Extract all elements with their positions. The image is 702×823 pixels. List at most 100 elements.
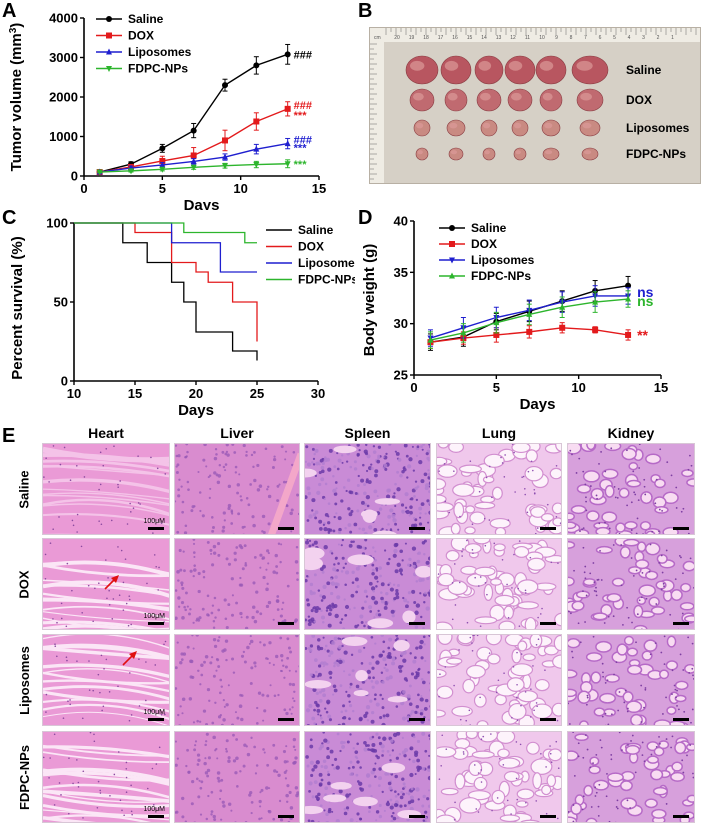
spleen-cell	[305, 540, 310, 545]
liver-nucleus	[180, 601, 185, 605]
ruler-number: 15	[467, 35, 473, 41]
liver-nucleus	[262, 643, 266, 647]
kidney-tubule	[578, 720, 589, 725]
spleen-cell	[334, 575, 338, 579]
spleen-cell	[401, 559, 404, 562]
ruler-left	[370, 28, 384, 183]
spleen-space	[305, 805, 324, 815]
spleen-cell	[351, 581, 355, 584]
kidney-tubule	[645, 453, 662, 465]
liver-nucleus	[208, 496, 211, 499]
kidney-nucleus	[598, 462, 600, 465]
kidney-nucleus	[661, 571, 664, 574]
liver-nucleus	[220, 685, 223, 688]
liver-nucleus	[200, 780, 204, 784]
liver-nucleus	[178, 605, 181, 608]
liver-nucleus	[223, 648, 227, 652]
spleen-cell	[356, 444, 360, 447]
liver-nucleus	[185, 455, 188, 458]
spleen-cell	[402, 782, 406, 786]
kidney-nucleus	[644, 493, 647, 496]
lung-nucleus	[555, 515, 558, 518]
spleen-cell	[347, 766, 351, 770]
spleen-cell	[327, 531, 331, 534]
spleen-cell	[378, 814, 383, 819]
spleen-cell	[358, 449, 361, 452]
spleen-cell	[354, 577, 359, 582]
heart-nucleus	[69, 699, 71, 701]
spleen-cell	[326, 755, 331, 760]
liver-nucleus	[236, 483, 240, 487]
spleen-cell	[334, 557, 338, 560]
kidney-tubule	[585, 652, 603, 662]
lung-alveolus	[546, 774, 557, 788]
lung-alveolus	[534, 678, 550, 692]
heart-fiber	[43, 498, 169, 516]
liver-nucleus	[263, 751, 266, 754]
liver-nucleus	[254, 772, 258, 775]
spleen-cell	[356, 624, 360, 627]
liver-nucleus	[269, 684, 272, 687]
spleen-cell	[314, 448, 319, 453]
spleen-cell	[372, 445, 376, 448]
kidney-tubule	[574, 733, 589, 742]
spleen-cell	[368, 661, 372, 666]
tumor-highlight	[416, 122, 424, 129]
heart-nucleus	[122, 609, 125, 611]
liver-nucleus	[199, 813, 203, 816]
liver-nucleus	[219, 678, 223, 682]
spleen-cell	[394, 504, 397, 508]
lung-alveolus	[540, 513, 555, 522]
lung-alveolus	[516, 788, 535, 800]
liver-nucleus	[199, 786, 203, 790]
kidney-tubule	[658, 740, 670, 750]
spleen-cell	[427, 533, 430, 534]
lung-nucleus	[462, 753, 465, 755]
spleen-cell	[309, 744, 314, 749]
kidney-nucleus	[598, 522, 601, 525]
heart-fiber	[43, 668, 169, 683]
spleen-cell	[371, 595, 376, 601]
a-data-point	[159, 166, 166, 173]
spleen-cell	[385, 713, 390, 718]
spleen-cell	[315, 606, 320, 611]
lung-nucleus	[538, 821, 540, 822]
kidney-nucleus	[626, 606, 629, 609]
spleen-cell	[428, 490, 430, 494]
kidney-nucleus	[655, 478, 658, 481]
spleen-cell	[334, 481, 338, 484]
spleen-cell	[315, 461, 320, 466]
histology-image-liver-0	[174, 443, 300, 535]
liver-nucleus	[175, 444, 178, 447]
tumor	[539, 88, 563, 112]
spleen-cell	[336, 452, 339, 455]
spleen-cell	[318, 698, 323, 703]
liver-nucleus	[277, 693, 280, 697]
spleen-cell	[383, 606, 388, 610]
heart-nucleus	[117, 483, 119, 486]
liver-nucleus	[178, 548, 182, 553]
liver-nucleus	[230, 522, 234, 525]
lung-alveolus	[489, 517, 511, 529]
heart-nucleus	[67, 812, 70, 815]
liver-nucleus	[207, 614, 210, 617]
spleen-cell	[391, 661, 396, 666]
kidney-nucleus	[582, 470, 585, 473]
spleen-cell	[320, 615, 326, 620]
liver-nucleus	[180, 658, 184, 661]
liver-nucleus	[242, 444, 246, 448]
liver-nucleus	[280, 533, 282, 534]
kidney-nucleus	[689, 557, 692, 560]
tumor	[448, 147, 464, 161]
spleen-cell	[317, 713, 320, 716]
heart-nucleus	[156, 467, 159, 470]
liver-nucleus	[253, 478, 257, 483]
spleen-cell	[416, 559, 421, 564]
lung-alveolus	[468, 760, 483, 777]
spleen-cell	[307, 622, 312, 627]
kidney-nucleus	[568, 723, 571, 725]
spleen-cell	[320, 609, 323, 613]
liver-nucleus	[183, 569, 186, 573]
kidney-nucleus	[629, 807, 632, 809]
tumor-body	[474, 55, 504, 85]
